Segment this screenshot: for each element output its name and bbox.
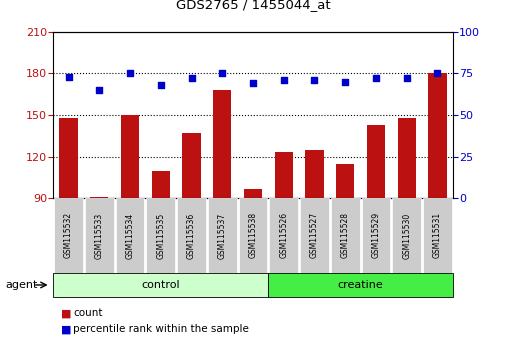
Point <box>126 71 134 76</box>
Bar <box>274 153 292 198</box>
Text: GSM115528: GSM115528 <box>340 212 349 258</box>
Text: ■: ■ <box>61 324 71 334</box>
Text: count: count <box>73 308 103 318</box>
Text: GSM115526: GSM115526 <box>279 212 288 258</box>
Text: ■: ■ <box>61 308 71 318</box>
Text: GSM115533: GSM115533 <box>94 212 104 258</box>
Text: GSM115535: GSM115535 <box>156 212 165 258</box>
Point <box>371 76 379 81</box>
Bar <box>121 115 139 198</box>
Bar <box>182 133 200 198</box>
Bar <box>366 125 384 198</box>
Bar <box>427 74 446 198</box>
Bar <box>335 164 354 198</box>
Text: GSM115527: GSM115527 <box>310 212 318 258</box>
Text: GSM115534: GSM115534 <box>125 212 134 258</box>
Point <box>279 77 287 83</box>
Point <box>157 82 165 88</box>
Bar <box>90 197 108 198</box>
Text: GSM115537: GSM115537 <box>217 212 226 258</box>
Point <box>402 76 410 81</box>
Point <box>187 76 195 81</box>
Bar <box>59 118 78 198</box>
Bar <box>305 150 323 198</box>
Point <box>433 71 441 76</box>
Point <box>218 71 226 76</box>
Text: percentile rank within the sample: percentile rank within the sample <box>73 324 249 334</box>
Bar <box>151 171 170 198</box>
Point <box>64 74 72 80</box>
Text: GSM115538: GSM115538 <box>248 212 257 258</box>
Text: GSM115530: GSM115530 <box>401 212 411 258</box>
Text: creatine: creatine <box>337 280 383 290</box>
Bar <box>243 189 262 198</box>
Bar <box>397 118 415 198</box>
Point <box>248 81 257 86</box>
Bar <box>213 90 231 198</box>
Text: GSM115529: GSM115529 <box>371 212 380 258</box>
Text: agent: agent <box>5 280 37 290</box>
Point <box>310 77 318 83</box>
Text: GSM115532: GSM115532 <box>64 212 73 258</box>
Text: GSM115536: GSM115536 <box>187 212 195 258</box>
Point <box>340 79 348 85</box>
Point <box>95 87 103 93</box>
Text: control: control <box>141 280 180 290</box>
Text: GSM115531: GSM115531 <box>432 212 441 258</box>
Text: GDS2765 / 1455044_at: GDS2765 / 1455044_at <box>175 0 330 11</box>
